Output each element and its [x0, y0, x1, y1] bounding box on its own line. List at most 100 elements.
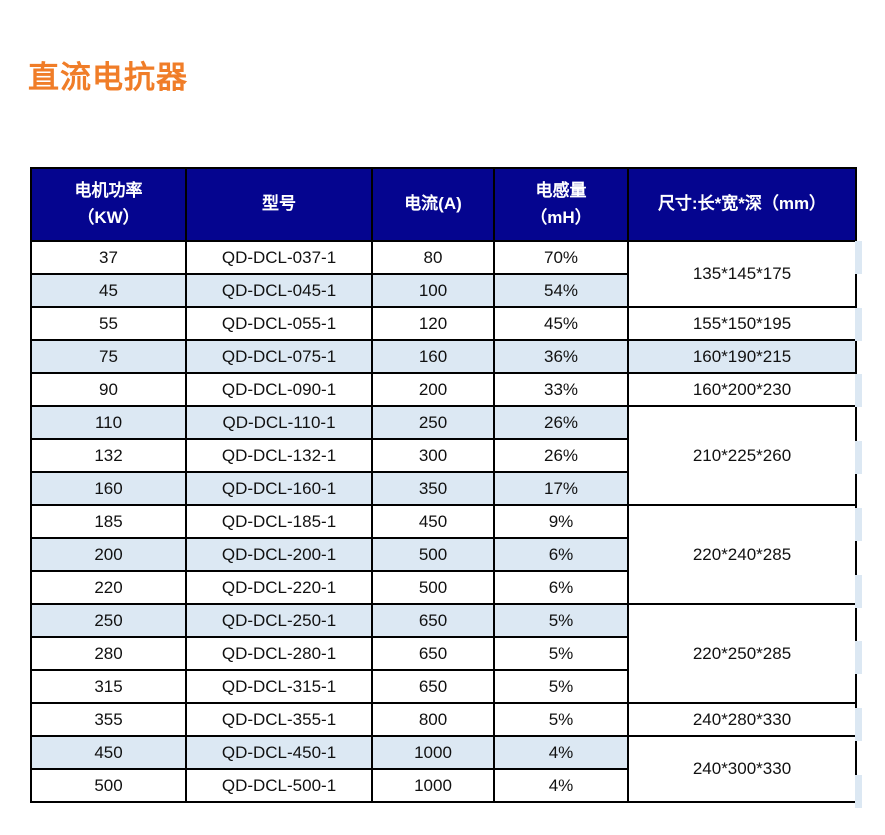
cell-motor-power: 500	[30, 768, 187, 803]
cell-current: 350	[371, 471, 495, 506]
table-row: 132 QD-DCL-132-1 300 26%	[30, 438, 856, 473]
page-title: 直流电抗器	[28, 60, 188, 95]
row-shading-artifact	[855, 241, 862, 274]
cell-model: QD-DCL-090-1	[185, 372, 373, 407]
table-row: 160 QD-DCL-160-1 350 17%	[30, 471, 856, 506]
cell-inductance: 36%	[493, 339, 629, 374]
cell-model: QD-DCL-185-1	[185, 504, 373, 539]
cell-current: 650	[371, 603, 495, 638]
cell-inductance: 70%	[493, 240, 629, 275]
cell-model: QD-DCL-200-1	[185, 537, 373, 572]
cell-inductance: 4%	[493, 735, 629, 770]
cell-inductance: 33%	[493, 372, 629, 407]
row-shading-artifact	[855, 307, 862, 341]
cell-motor-power: 75	[30, 339, 187, 374]
cell-current: 1000	[371, 768, 495, 803]
cell-inductance: 45%	[493, 306, 629, 341]
cell-current: 650	[371, 669, 495, 704]
cell-model: QD-DCL-055-1	[185, 306, 373, 341]
table-row: 55 QD-DCL-055-1 120 45% 155*150*195	[30, 306, 857, 341]
cell-motor-power: 280	[30, 636, 187, 671]
cell-current: 160	[371, 339, 495, 374]
cell-motor-power: 315	[30, 669, 187, 704]
table-row: 220 QD-DCL-220-1 500 6%	[30, 570, 856, 605]
cell-model: QD-DCL-037-1	[185, 240, 373, 275]
cell-model: QD-DCL-075-1	[185, 339, 373, 374]
table-row: 500 QD-DCL-500-1 1000 4%	[30, 768, 856, 803]
header-row: 电机功率 （KW） 型号 电流(A) 电感量 （mH） 尺寸:长*宽*深（mm）	[30, 167, 857, 242]
cell-motor-power: 45	[30, 273, 187, 308]
table-row: 200 QD-DCL-200-1 500 6%	[30, 537, 856, 572]
cell-model: QD-DCL-280-1	[185, 636, 373, 671]
table-row: 450 QD-DCL-450-1 1000 4% 240*300*330	[30, 735, 857, 803]
dc-reactor-spec-table: 电机功率 （KW） 型号 电流(A) 电感量 （mH） 尺寸:长*宽*深（mm） 37 QD-…	[30, 167, 857, 803]
cell-motor-power: 37	[30, 240, 187, 275]
cell-motor-power: 250	[30, 603, 187, 638]
row-shading-artifact	[855, 574, 862, 608]
cell-current: 650	[371, 636, 495, 671]
cell-model: QD-DCL-355-1	[185, 702, 373, 737]
cell-inductance: 54%	[493, 273, 629, 308]
spec-table-body: 37 QD-DCL-037-1 80 70% 135*145*175 45 QD-DCL-0…	[30, 240, 857, 803]
cell-model: QD-DCL-450-1	[185, 735, 373, 770]
cell-inductance: 17%	[493, 471, 629, 506]
cell-motor-power: 110	[30, 405, 187, 440]
cell-model: QD-DCL-045-1	[185, 273, 373, 308]
cell-current: 80	[371, 240, 495, 275]
cell-size: 220*240*285	[627, 504, 857, 605]
cell-current: 300	[371, 438, 495, 473]
cell-inductance: 5%	[493, 702, 629, 737]
column-header-size: 尺寸:长*宽*深（mm）	[627, 167, 857, 242]
cell-inductance: 9%	[493, 504, 629, 539]
cell-inductance: 4%	[493, 768, 629, 803]
cell-size: 160*200*230	[627, 372, 857, 407]
column-header-current: 电流(A)	[371, 167, 495, 242]
cell-size: 240*300*330	[627, 735, 857, 803]
table-row: 110 QD-DCL-110-1 250 26% 210*225*260	[30, 405, 857, 506]
cell-size: 135*145*175	[627, 240, 857, 308]
cell-inductance: 26%	[493, 438, 629, 473]
table-row: 37 QD-DCL-037-1 80 70% 135*145*175	[30, 240, 857, 308]
column-header-model: 型号	[185, 167, 373, 242]
cell-current: 250	[371, 405, 495, 440]
cell-model: QD-DCL-250-1	[185, 603, 373, 638]
cell-current: 800	[371, 702, 495, 737]
cell-current: 1000	[371, 735, 495, 770]
cell-size: 240*280*330	[627, 702, 857, 737]
column-header-power: 电机功率 （KW）	[30, 167, 187, 242]
cell-size: 160*190*215	[627, 339, 857, 374]
table-row: 90 QD-DCL-090-1 200 33% 160*200*230	[30, 372, 857, 407]
row-shading-artifact	[855, 774, 862, 808]
row-shading-artifact	[855, 441, 862, 475]
cell-size: 210*225*260	[627, 405, 857, 506]
cell-size: 155*150*195	[627, 306, 857, 341]
table-row: 185 QD-DCL-185-1 450 9% 220*240*285	[30, 504, 857, 605]
row-shading-artifact	[855, 707, 862, 741]
cell-model: QD-DCL-132-1	[185, 438, 373, 473]
row-shading-artifact	[855, 641, 862, 675]
row-shading-artifact	[855, 374, 862, 408]
cell-model: QD-DCL-110-1	[185, 405, 373, 440]
cell-motor-power: 200	[30, 537, 187, 572]
cell-inductance: 5%	[493, 636, 629, 671]
row-shading-artifact	[855, 507, 862, 541]
cell-model: QD-DCL-160-1	[185, 471, 373, 506]
table-row: 315 QD-DCL-315-1 650 5%	[30, 669, 856, 704]
cell-current: 100	[371, 273, 495, 308]
table-row: 280 QD-DCL-280-1 650 5%	[30, 636, 856, 671]
table-row: 45 QD-DCL-045-1 100 54%	[30, 273, 856, 308]
table-row: 250 QD-DCL-250-1 650 5% 220*250*285	[30, 603, 857, 704]
cell-current: 120	[371, 306, 495, 341]
cell-inductance: 26%	[493, 405, 629, 440]
cell-inductance: 6%	[493, 537, 629, 572]
cell-motor-power: 450	[30, 735, 187, 770]
cell-size: 220*250*285	[627, 603, 857, 704]
cell-model: QD-DCL-220-1	[185, 570, 373, 605]
spec-table-header: 电机功率 （KW） 型号 电流(A) 电感量 （mH） 尺寸:长*宽*深（mm）	[30, 167, 857, 242]
cell-current: 500	[371, 537, 495, 572]
cell-motor-power: 55	[30, 306, 187, 341]
cell-current: 200	[371, 372, 495, 407]
cell-current: 450	[371, 504, 495, 539]
cell-motor-power: 160	[30, 471, 187, 506]
